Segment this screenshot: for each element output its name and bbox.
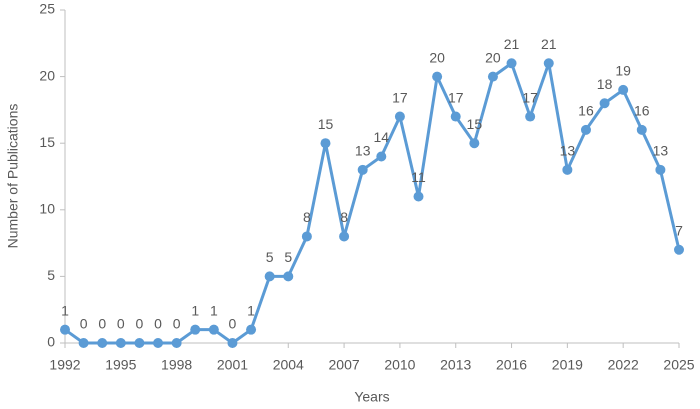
data-point [301, 231, 312, 242]
data-point [208, 324, 219, 335]
data-label: 21 [541, 36, 557, 52]
data-label: 15 [467, 116, 483, 132]
data-point [525, 111, 536, 122]
data-label: 1 [61, 302, 69, 318]
data-point [115, 338, 126, 348]
data-point [78, 338, 89, 348]
data-point [394, 111, 405, 122]
data-point [60, 324, 70, 335]
data-label: 0 [173, 316, 181, 332]
data-label: 19 [615, 63, 631, 79]
data-label: 17 [448, 89, 464, 105]
data-point [599, 98, 610, 109]
data-point [134, 338, 145, 348]
data-point [171, 338, 182, 348]
x-tick-label: 1998 [161, 357, 192, 373]
data-point [636, 124, 647, 135]
data-label: 8 [303, 209, 311, 225]
data-label: 16 [578, 103, 594, 119]
x-axis-title: Years [354, 389, 389, 405]
data-label: 0 [154, 316, 162, 332]
data-point [618, 84, 629, 95]
data-label: 5 [266, 249, 274, 265]
data-point [432, 71, 443, 82]
x-tick-label: 1995 [105, 357, 136, 373]
y-tick-label: 15 [39, 134, 55, 150]
data-point [153, 338, 164, 348]
data-point [655, 164, 666, 175]
data-point [413, 191, 424, 202]
x-tick-label: 1992 [49, 357, 80, 373]
data-label: 0 [80, 316, 88, 332]
data-point [376, 151, 387, 162]
data-label: 13 [355, 143, 371, 159]
x-tick-label: 2016 [496, 357, 527, 373]
data-line [64, 61, 681, 345]
x-tick-label: 2013 [440, 357, 471, 373]
data-label: 1 [210, 302, 218, 318]
y-tick-label: 25 [39, 1, 55, 17]
data-point [506, 58, 517, 69]
data-point [487, 71, 498, 82]
data-point [264, 271, 275, 282]
data-label: 16 [634, 103, 650, 119]
x-tick-label: 2019 [552, 357, 583, 373]
data-label: 11 [411, 169, 426, 185]
data-label: 0 [117, 316, 125, 332]
data-label: 1 [247, 302, 255, 318]
x-tick-label: 2022 [608, 357, 639, 373]
data-label: 17 [522, 89, 538, 105]
x-tick-label: 2007 [329, 357, 360, 373]
data-label: 20 [485, 49, 501, 65]
data-label: 0 [98, 316, 106, 332]
data-point [450, 111, 461, 122]
x-tick-label: 2004 [273, 357, 304, 373]
data-point [97, 338, 108, 348]
y-axis-title: Number of Publications [5, 104, 21, 249]
data-point [357, 164, 368, 175]
data-label: 13 [560, 143, 576, 159]
data-point [339, 231, 350, 242]
x-tick-label: 2025 [663, 357, 694, 373]
data-label: 20 [429, 49, 445, 65]
x-tick-label: 2010 [384, 357, 415, 373]
data-label: 21 [504, 36, 520, 52]
data-label: 7 [675, 222, 683, 238]
data-point [469, 138, 480, 149]
data-label: 17 [392, 89, 408, 105]
data-point [320, 138, 331, 149]
data-label: 13 [653, 143, 669, 159]
y-tick-label: 0 [47, 334, 55, 350]
data-point [543, 58, 554, 69]
data-point [246, 324, 257, 335]
data-label: 1 [191, 302, 199, 318]
data-label: 8 [340, 209, 348, 225]
data-point [562, 164, 573, 175]
x-tick-label: 2001 [217, 357, 248, 373]
data-point [227, 338, 238, 348]
data-label: 0 [136, 316, 144, 332]
data-point [580, 124, 591, 135]
data-point [283, 271, 294, 282]
y-tick-label: 10 [39, 201, 55, 217]
data-label: 5 [284, 249, 292, 265]
y-tick-label: 20 [39, 67, 55, 83]
data-point [674, 244, 684, 255]
y-tick-label: 5 [47, 267, 55, 283]
data-label: 15 [318, 116, 334, 132]
data-label: 18 [597, 76, 613, 92]
data-label: 0 [229, 316, 237, 332]
data-label: 14 [374, 129, 390, 145]
data-point [190, 324, 201, 335]
